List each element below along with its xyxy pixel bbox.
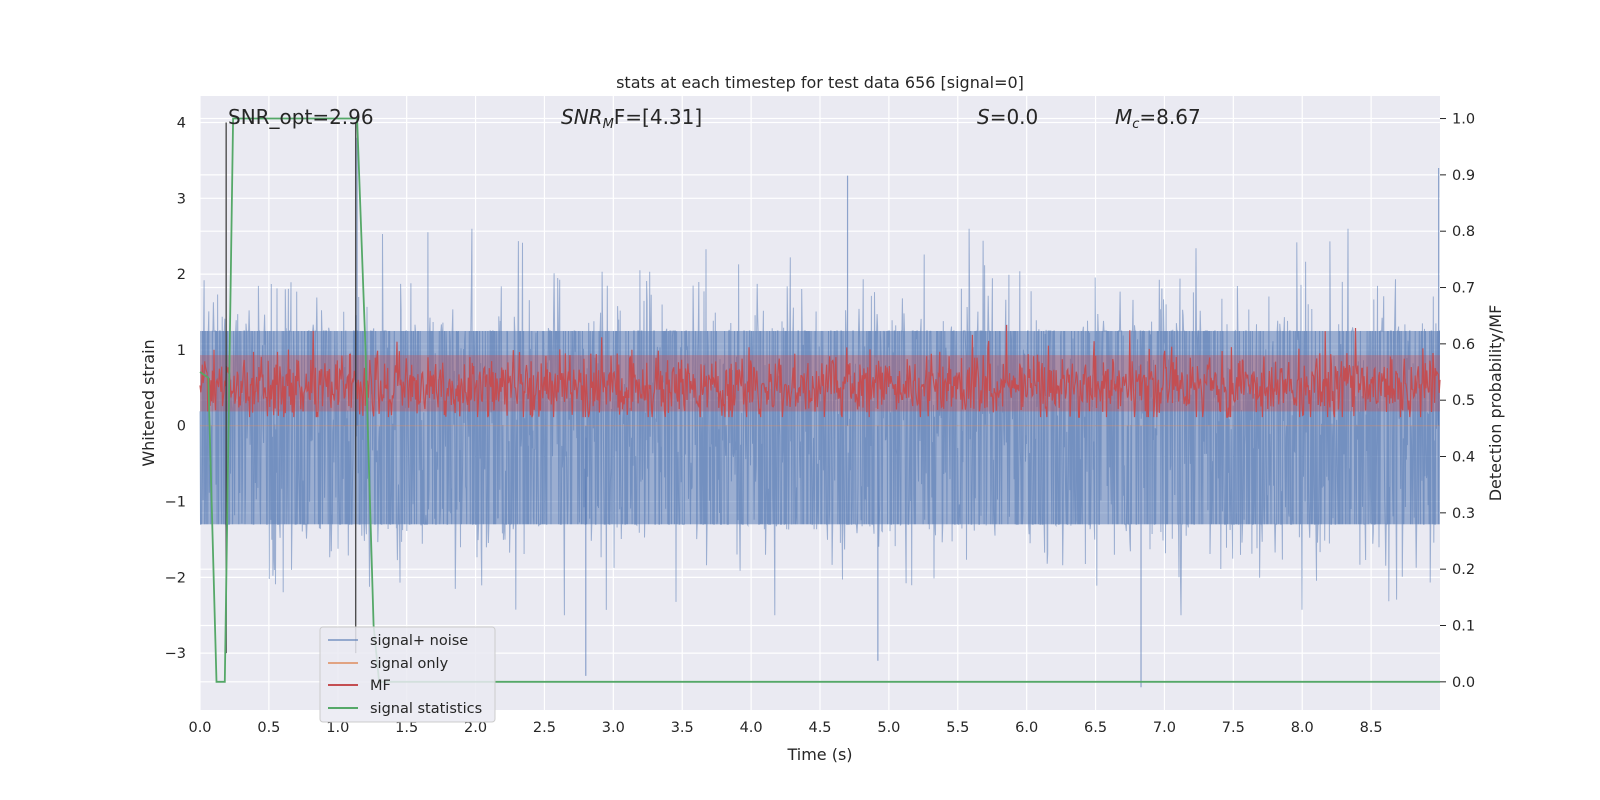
legend: signal+ noise signal only MF signal stat… [319, 626, 496, 723]
x-tick-label-9: 4.5 [808, 720, 831, 736]
x-tick-label-8: 4.0 [740, 720, 763, 736]
y-axis-title-left: Whitened strain [139, 339, 158, 466]
x-tick-label-15: 7.5 [1222, 720, 1245, 736]
y-tick-label-left-7: 4 [177, 116, 186, 132]
y-tick-label-left-6: 3 [177, 191, 186, 207]
y-tick-label-left-5: 2 [177, 267, 186, 283]
y-tick-label-left-0: −3 [165, 646, 186, 662]
chart-title: stats at each timestep for test data 656… [616, 73, 1024, 92]
legend-box [319, 626, 496, 723]
y-tick-label-right-8: 0.8 [1452, 224, 1475, 240]
y-tick-label-right-4: 0.4 [1452, 450, 1475, 466]
annotation-snr-opt: SNR_opt=2.96 [228, 105, 374, 129]
y-tick-label-right-10: 1.0 [1452, 112, 1475, 128]
y-axis-title-right: Detection probability/MF [1486, 305, 1505, 502]
annotation-snr-mf: SNRMF=[4.31] [561, 105, 702, 132]
x-tick-label-7: 3.5 [671, 720, 694, 736]
y-tick-label-right-5: 0.5 [1452, 393, 1475, 409]
y-tick-label-right-0: 0.0 [1452, 675, 1475, 691]
annotation-s: S=0.0 [977, 105, 1038, 129]
x-tick-label-10: 5.0 [877, 720, 900, 736]
x-tick-label-16: 8.0 [1291, 720, 1314, 736]
y-tick-label-left-1: −2 [165, 570, 186, 586]
y-tick-label-right-9: 0.9 [1452, 168, 1475, 184]
legend-label-mf: MF [370, 678, 391, 694]
tick-labels: 0.0 0.5 1.0 1.5 2.0 2.5 3.0 3.5 4.0 4.5 5.0 5.5 6.0 6… [165, 112, 1475, 736]
x-tick-label-4: 2.0 [464, 720, 487, 736]
x-tick-label-14: 7.0 [1153, 720, 1176, 736]
y-tick-label-right-3: 0.3 [1452, 506, 1475, 522]
annotation-mc: Mc=8.67 [1115, 105, 1201, 132]
noise-trace [199, 228, 1440, 616]
x-axis-title: Time (s) [786, 745, 852, 764]
x-tick-label-11: 5.5 [946, 720, 969, 736]
y-tick-label-right-1: 0.1 [1452, 619, 1475, 635]
y-tick-label-left-3: 0 [177, 419, 186, 435]
x-tick-label-0: 0.0 [188, 720, 211, 736]
y-tick-label-right-7: 0.7 [1452, 281, 1475, 297]
y-tick-label-left-2: −1 [165, 495, 186, 511]
mf-trace [199, 324, 1441, 418]
legend-label-signal-statistics: signal statistics [370, 701, 482, 717]
x-tick-label-6: 3.0 [602, 720, 625, 736]
x-tick-label-12: 6.0 [1015, 720, 1038, 736]
legend-label-signal-noise: signal+ noise [370, 633, 468, 649]
x-tick-label-3: 1.5 [395, 720, 418, 736]
x-tick-label-2: 1.0 [326, 720, 349, 736]
series-mf [199, 324, 1441, 418]
y-tick-label-right-2: 0.2 [1452, 562, 1475, 578]
y-tick-label-right-6: 0.6 [1452, 337, 1475, 353]
x-tick-label-1: 0.5 [257, 720, 280, 736]
legend-label-signal-only: signal only [370, 656, 449, 672]
x-tick-label-5: 2.5 [533, 720, 556, 736]
x-tick-label-13: 6.5 [1084, 720, 1107, 736]
x-tick-label-17: 8.5 [1360, 720, 1383, 736]
y-tick-label-left-4: 1 [177, 343, 186, 359]
